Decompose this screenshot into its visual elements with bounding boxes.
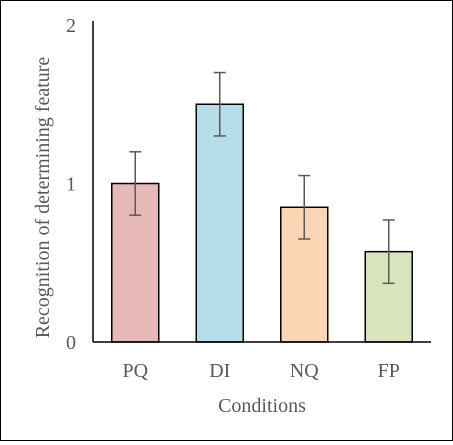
x-tick-label-pq: PQ (122, 360, 148, 382)
y-axis-title: Recognition of determining feature (32, 57, 54, 339)
error-bars-layer (129, 71, 395, 285)
error-bar-fp (382, 219, 395, 285)
bars-layer (111, 103, 413, 343)
x-tick-label-nq: NQ (290, 360, 319, 382)
x-tick-labels: PQ DI NQ FP (122, 360, 399, 382)
x-tick-label-di: DI (209, 360, 230, 382)
error-bar-pq (129, 151, 142, 216)
x-axis-title: Conditions (218, 395, 306, 417)
y-tick-label: 0 (66, 332, 76, 354)
y-tick-labels: 0 1 2 (66, 15, 76, 354)
error-bar-nq (298, 174, 311, 240)
error-bar-di (213, 71, 226, 137)
bar-di (195, 103, 244, 343)
x-tick-label-fp: FP (378, 360, 400, 382)
y-tick-label: 1 (66, 174, 76, 196)
y-tick-label: 2 (66, 15, 76, 37)
